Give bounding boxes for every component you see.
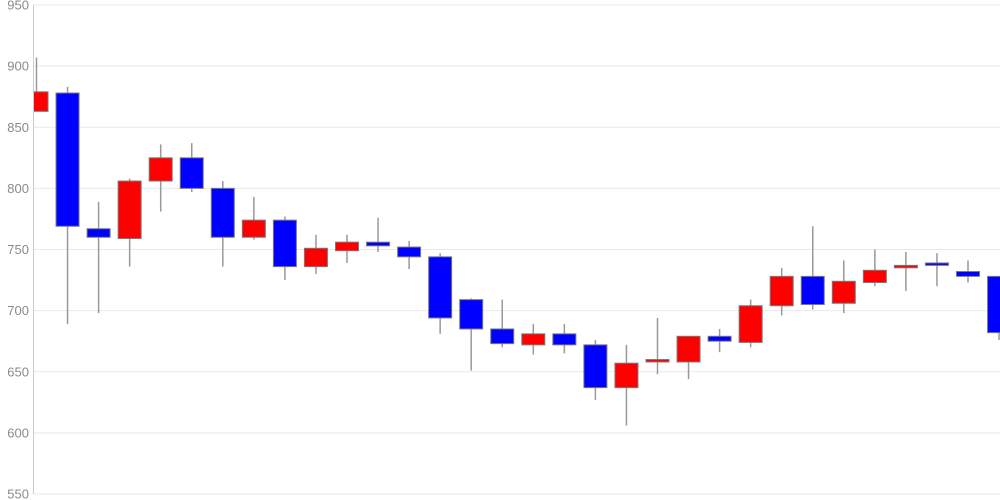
candle-body-up [676,335,701,363]
candle [272,216,297,281]
y-axis-tick-label: 800 [7,181,29,196]
candle-body-up [34,91,49,112]
candle-body-up [769,275,794,307]
candle-body-down [86,228,111,238]
y-axis-tick-label: 750 [7,242,29,257]
candle [676,335,701,380]
candle-body-down [583,344,608,389]
candle-body-up [738,305,763,343]
candle-body-down [707,335,732,342]
candle-body-down [55,92,80,227]
candle-body-up [303,247,328,268]
candle-body-down [987,275,1000,334]
candle [210,181,235,267]
candle [335,234,359,263]
candle [117,178,142,267]
candle-body-up [241,219,266,238]
candle-body-up [862,269,887,284]
grid-layer: 950 900 850 800 750 700 650 600 550 [7,0,1000,500]
candle [86,201,111,314]
candle-body-down [366,241,391,247]
candle [459,298,484,371]
candle [552,324,577,354]
candle [614,344,639,426]
y-axis-tick-label: 650 [7,364,29,379]
candle [521,324,546,355]
candle [707,328,732,353]
candle-body-down [179,157,204,189]
y-axis-tick-label: 600 [7,425,29,440]
y-axis-tick-label: 550 [7,487,29,500]
candle [862,249,887,287]
candle [490,299,515,348]
candle [55,86,80,325]
candle [738,299,763,348]
candle [34,57,49,112]
candle-body-down [397,246,422,258]
candle [583,339,608,400]
candle-body-down [800,275,825,306]
candle-body-down [272,219,297,268]
candle [645,317,670,375]
candle [148,144,173,212]
candle-body-up [645,359,670,363]
candle-body-up [521,333,546,346]
candle [956,260,980,283]
candle [179,143,204,193]
candles-layer [34,57,1000,426]
candle-body-down [956,271,980,277]
y-axis-tick-label: 700 [7,303,29,318]
candle [987,275,1000,340]
candle-body-up [831,280,856,304]
candle [428,253,453,334]
y-axis-tick-label: 850 [7,120,29,135]
y-axis-tick-label: 900 [7,59,29,74]
y-axis-tick-label: 950 [7,0,29,13]
candle-body-up [335,241,359,252]
candle [397,240,422,270]
candle-body-down [459,299,484,330]
candle-body-up [148,157,173,182]
candle-body-down [924,262,949,266]
candle [303,234,328,274]
candle [769,267,794,316]
candle [366,217,391,252]
candle-body-down [210,187,235,238]
candle-body-down [490,328,515,345]
candle [893,251,918,292]
candle [241,196,266,240]
candle [800,226,825,310]
candle-body-up [117,180,142,239]
candle-body-up [614,362,639,389]
candle-body-down [428,256,453,319]
candle [924,253,949,287]
candle-body-up [893,264,918,269]
candle-body-down [552,333,577,346]
candle [831,260,856,314]
